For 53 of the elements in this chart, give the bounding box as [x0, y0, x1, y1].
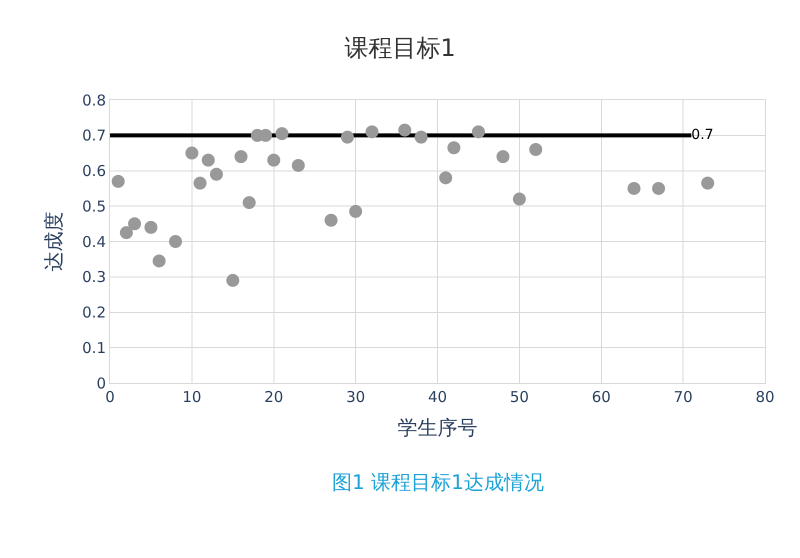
x-tick-label: 60 — [592, 388, 611, 406]
point — [529, 143, 542, 156]
y-tick-label: 0.5 — [82, 197, 106, 216]
point — [128, 217, 142, 230]
point — [472, 125, 485, 138]
point — [324, 214, 338, 227]
point — [512, 192, 526, 206]
point — [439, 171, 452, 184]
point — [447, 141, 460, 154]
x-tick-label: 80 — [755, 388, 775, 406]
point — [349, 204, 362, 218]
point — [701, 176, 714, 190]
y-tick-label: 0.2 — [82, 304, 106, 322]
x-tick-label: 10 — [182, 388, 202, 406]
x-tick-label: 50 — [510, 388, 529, 406]
point — [234, 150, 248, 164]
point — [210, 168, 223, 181]
point — [185, 146, 198, 160]
x-axis-title: 学生序号 — [398, 416, 478, 440]
y-tick-label: 0.8 — [82, 91, 106, 110]
point — [628, 182, 640, 195]
data-label: 0.7 — [691, 126, 714, 143]
y-axis-title: 达成度 — [42, 212, 66, 272]
point — [169, 235, 182, 248]
point — [144, 220, 158, 234]
x-tick-label: 20 — [264, 388, 284, 406]
y-tick-label: 0.7 — [82, 126, 106, 145]
point — [414, 130, 428, 144]
y-tick-label: 0.3 — [82, 268, 106, 286]
point — [652, 182, 666, 195]
point — [340, 130, 354, 144]
point — [120, 226, 133, 240]
y-tick-label: 0 — [96, 374, 106, 392]
chart-title: 课程目标1 — [344, 34, 456, 62]
y-tick-label: 0.4 — [82, 232, 106, 251]
point — [267, 154, 280, 167]
point — [194, 176, 207, 190]
point — [242, 196, 256, 210]
point — [496, 150, 510, 164]
x-tick-label: 70 — [674, 388, 693, 406]
point — [398, 124, 412, 137]
point — [152, 254, 166, 268]
y-tick-label: 0.1 — [82, 338, 106, 357]
point — [366, 125, 378, 138]
point — [112, 174, 125, 188]
point — [275, 127, 288, 140]
y-tick-label: 0.6 — [82, 162, 106, 180]
x-tick-label: 30 — [346, 388, 366, 406]
point — [226, 274, 240, 287]
point — [292, 158, 305, 172]
caption: 图1 课程目标1达成情况 — [332, 470, 544, 494]
point — [202, 154, 215, 167]
x-tick-label: 40 — [428, 388, 448, 406]
